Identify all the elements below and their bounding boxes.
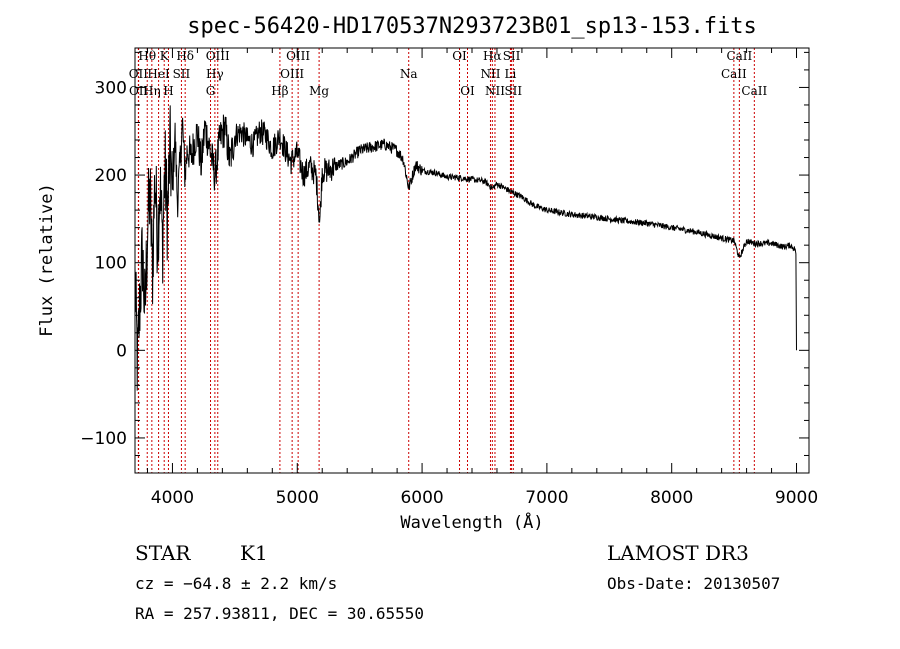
line-label-14: OIII xyxy=(280,67,304,81)
line-label-0: Hθ xyxy=(138,49,156,63)
obs-date: Obs-Date: 20130507 xyxy=(607,574,780,593)
line-label-19: Hα xyxy=(483,49,502,63)
line-label-24: SII xyxy=(504,84,522,98)
x-tick-label-4: 8000 xyxy=(650,488,693,508)
line-label-15: Mg xyxy=(309,84,329,98)
line-label-1: OII xyxy=(129,67,149,81)
object-subclass: K1 xyxy=(240,541,268,565)
x-tick-label-3: 7000 xyxy=(525,488,568,508)
coordinates: RA = 257.93811, DEC = 30.65550 xyxy=(135,604,424,623)
survey-name: LAMOST DR3 xyxy=(607,541,749,565)
line-label-13: OIII xyxy=(286,49,310,63)
line-label-10: Hγ xyxy=(206,67,224,81)
line-label-25: CaII xyxy=(726,49,752,63)
plot-frame xyxy=(134,47,810,474)
chart-title: spec-56420-HD170537N293723B01_sp13-153.f… xyxy=(187,14,757,39)
line-label-20: SII xyxy=(503,49,521,63)
y-tick-labels: −100 0 100 200 300 xyxy=(80,78,127,449)
x-tick-label-5: 9000 xyxy=(775,488,818,508)
line-label-17: OI xyxy=(452,49,467,63)
y-tick-label-3: 200 xyxy=(95,166,127,186)
x-axis-label: Wavelength (Å) xyxy=(400,511,543,533)
line-label-22: Li xyxy=(505,67,517,81)
spectral-line-markers xyxy=(137,48,755,473)
line-label-26: CaII xyxy=(721,67,747,81)
y-tick-label-0: −100 xyxy=(80,429,127,449)
line-label-7: SII xyxy=(173,67,191,81)
y-tick-label-2: 100 xyxy=(95,254,127,274)
line-label-5: K xyxy=(160,49,170,63)
line-label-21: NII xyxy=(480,67,500,81)
y-tick-label-4: 300 xyxy=(95,78,127,98)
x-tick-label-2: 6000 xyxy=(400,488,443,508)
line-label-23: NII xyxy=(485,84,505,98)
x-tick-labels: 4000 5000 6000 7000 8000 9000 xyxy=(151,488,818,508)
x-tick-label-1: 5000 xyxy=(276,488,319,508)
object-class: STAR xyxy=(135,541,191,565)
spectrum-series-line xyxy=(134,105,797,391)
y-axis-label: Flux (relative) xyxy=(37,183,57,337)
line-label-6: H xyxy=(163,84,173,98)
line-label-18: OI xyxy=(460,84,475,98)
line-label-3: Hη xyxy=(143,84,161,98)
x-tick-label-0: 4000 xyxy=(151,488,194,508)
line-label-4: HeI xyxy=(147,67,170,81)
line-label-12: Hβ xyxy=(271,84,288,98)
line-label-11: G xyxy=(206,84,216,98)
y-tick-label-1: 0 xyxy=(116,341,127,361)
axis-ticks xyxy=(135,48,809,473)
line-label-16: Na xyxy=(400,67,418,81)
line-label-27: CaII xyxy=(741,84,767,98)
line-label-9: OIII xyxy=(206,49,230,63)
line-label-8: Hδ xyxy=(176,49,194,63)
redshift-text: cz = −64.8 ± 2.2 km/s xyxy=(135,574,337,593)
